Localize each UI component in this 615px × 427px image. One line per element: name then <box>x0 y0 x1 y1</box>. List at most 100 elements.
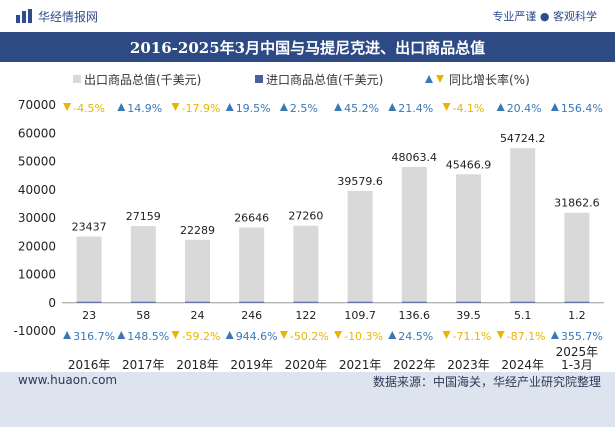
y-tick-label: 40000 <box>18 183 56 197</box>
x-category-label: 2024年 <box>501 358 544 372</box>
x-category-label: 2025年 <box>556 345 599 359</box>
logo-icon <box>16 9 32 23</box>
import-growth-down-arrow-icon <box>334 331 343 339</box>
export-growth-up-arrow-icon <box>117 103 126 111</box>
export-value-label: 27159 <box>126 210 161 223</box>
import-bar <box>564 301 590 303</box>
import-value-label: 39.5 <box>456 309 481 322</box>
import-value-label: 122 <box>295 309 316 322</box>
import-growth-label: -50.2% <box>290 330 329 343</box>
import-value-label: 246 <box>241 309 262 322</box>
x-category-label: 2016年 <box>68 358 111 372</box>
export-bar <box>401 166 427 303</box>
import-growth-label: 148.5% <box>127 330 169 343</box>
import-bar <box>293 301 319 303</box>
x-category-label: 2020年 <box>285 358 328 372</box>
import-bar <box>456 301 481 303</box>
import-growth-up-arrow-icon <box>63 331 72 339</box>
legend-swatch-import <box>255 75 263 83</box>
import-value-label: 24 <box>191 309 205 322</box>
export-growth-label: 20.4% <box>507 102 542 115</box>
import-bar <box>76 301 102 303</box>
export-value-label: 22289 <box>180 224 215 237</box>
export-growth-label: 156.4% <box>561 102 603 115</box>
y-tick-label: 50000 <box>18 155 56 169</box>
import-bar <box>347 301 373 303</box>
import-growth-label: 24.5% <box>398 330 433 343</box>
brand-name: 华经情报网 <box>38 10 99 24</box>
import-growth-label: -59.2% <box>182 330 221 343</box>
y-tick-label: 0 <box>48 296 56 310</box>
import-bar <box>130 301 156 303</box>
import-growth-label: 316.7% <box>73 330 115 343</box>
export-growth-label: 19.5% <box>236 102 271 115</box>
import-bar <box>510 301 536 303</box>
export-growth-up-arrow-icon <box>279 103 288 111</box>
x-category-label: 2022年 <box>393 358 436 372</box>
import-growth-up-arrow-icon <box>225 331 234 339</box>
export-value-label: 54724.2 <box>500 132 546 145</box>
export-growth-down-arrow-icon <box>63 103 72 111</box>
import-growth-label: -71.1% <box>453 330 492 343</box>
x-category-label: 2018年 <box>176 358 219 372</box>
y-tick-label: 10000 <box>18 268 56 282</box>
export-growth-up-arrow-icon <box>496 103 505 111</box>
export-growth-up-arrow-icon <box>225 103 234 111</box>
export-growth-label: -4.5% <box>73 102 105 115</box>
chart: 出口商品总值(千美元) 进口商品总值(千美元) 同比增长率(%) -10000 0 100… <box>13 72 604 372</box>
import-growth-up-arrow-icon <box>117 331 126 339</box>
export-value-label: 48063.4 <box>392 151 438 164</box>
legend-swatch-export <box>73 75 81 83</box>
import-growth-up-arrow-icon <box>550 331 559 339</box>
export-bar <box>130 226 156 303</box>
website-url[interactable]: www.huaon.com <box>18 373 118 387</box>
import-value-label: 23 <box>82 309 96 322</box>
title-band <box>0 32 615 62</box>
export-growth-label: 2.5% <box>290 102 318 115</box>
import-growth-label: -87.1% <box>507 330 546 343</box>
export-growth-down-arrow-icon <box>171 103 180 111</box>
x-category-label: 2023年 <box>447 358 490 372</box>
legend-up-arrow-icon <box>425 75 433 83</box>
x-category-label: 2017年 <box>122 358 165 372</box>
x-category-label: 2019年 <box>230 358 273 372</box>
import-value-label: 136.6 <box>399 309 431 322</box>
import-value-label: 5.1 <box>514 309 532 322</box>
y-tick-label: 70000 <box>18 98 56 112</box>
export-bar <box>293 225 319 303</box>
export-growth-label: -17.9% <box>182 102 221 115</box>
legend-label-export: 出口商品总值(千美元) <box>84 72 201 87</box>
header-bar: 华经情报网 专业严谨 ● 客观科学 <box>0 0 615 32</box>
import-bar <box>239 301 265 303</box>
export-bar <box>239 227 265 303</box>
export-growth-label: 45.2% <box>344 102 379 115</box>
export-growth-label: 14.9% <box>127 102 162 115</box>
export-bar <box>456 174 481 303</box>
export-bar <box>510 148 536 303</box>
import-growth-label: 944.6% <box>236 330 278 343</box>
import-growth-down-arrow-icon <box>496 331 505 339</box>
export-growth-down-arrow-icon <box>442 103 451 111</box>
slogan: 专业严谨 ● 客观科学 <box>492 10 597 23</box>
import-growth-down-arrow-icon <box>442 331 451 339</box>
y-tick-label: 20000 <box>18 239 56 253</box>
data-source: 数据来源：中国海关，华经产业研究院整理 <box>372 375 601 389</box>
export-value-label: 45466.9 <box>446 158 492 171</box>
export-bar <box>347 190 373 303</box>
legend-label-import: 进口商品总值(千美元) <box>266 72 383 87</box>
export-value-label: 27260 <box>288 210 323 223</box>
import-value-label: 58 <box>136 309 150 322</box>
import-growth-down-arrow-icon <box>171 331 180 339</box>
import-value-label: 109.7 <box>344 309 376 322</box>
import-growth-down-arrow-icon <box>279 331 288 339</box>
export-growth-label: 21.4% <box>398 102 433 115</box>
import-bar <box>401 301 427 303</box>
import-growth-label: 355.7% <box>561 330 603 343</box>
y-tick-label: 60000 <box>18 126 56 140</box>
export-value-label: 39579.6 <box>337 175 383 188</box>
export-growth-up-arrow-icon <box>388 103 397 111</box>
import-growth-up-arrow-icon <box>388 331 397 339</box>
export-value-label: 23437 <box>72 221 107 234</box>
legend-down-arrow-icon <box>436 75 444 83</box>
chart-title: 2016-2025年3月中国与马提尼克进、出口商品总值 <box>129 39 486 57</box>
